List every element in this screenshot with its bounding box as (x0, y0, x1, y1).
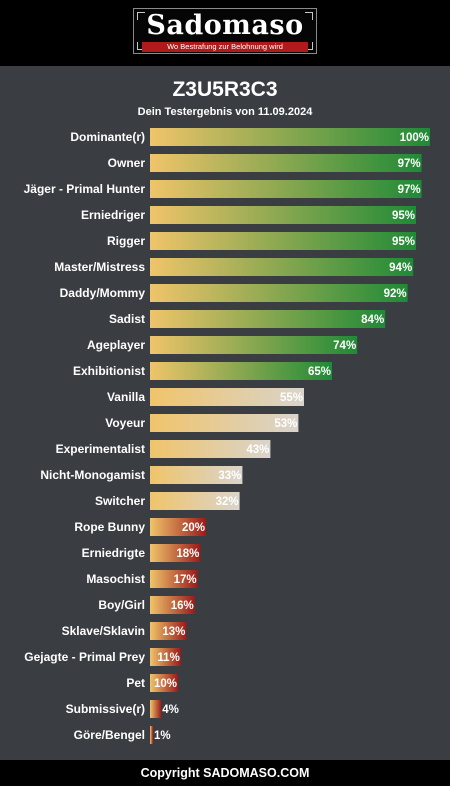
value-label: 84% (361, 314, 384, 326)
logo-corner-ornament (305, 42, 313, 50)
bar (150, 388, 304, 406)
results-bar-chart: Dominante(r) 100% Owner 97% Jäger - Primal H… (24, 128, 430, 744)
bar (150, 258, 414, 276)
bar (150, 362, 332, 380)
value-label: 53% (274, 418, 297, 430)
category-label: Exhibitionist (73, 364, 145, 378)
bar (150, 128, 430, 146)
bar (150, 206, 416, 224)
category-label: Erniedrigte (82, 546, 146, 560)
value-label: 95% (392, 210, 415, 222)
page-subtitle: Dein Testergebnis von 11.09.2024 (137, 106, 313, 118)
category-label: Ageplayer (87, 338, 145, 352)
category-label: Pet (126, 676, 145, 690)
category-label: Sadist (109, 312, 145, 326)
value-label: 95% (392, 236, 415, 248)
bar (150, 466, 243, 484)
category-label: Voyeur (105, 416, 145, 430)
footer-copyright: Copyright SADOMASO.COM (0, 760, 450, 786)
value-label: 18% (176, 548, 199, 560)
category-label: Rigger (107, 234, 145, 248)
category-label: Experimentalist (56, 442, 145, 456)
category-label: Jäger - Primal Hunter (24, 182, 146, 196)
value-label: 92% (384, 288, 407, 300)
category-label: Rope Bunny (74, 520, 145, 534)
bar (150, 622, 187, 640)
value-label: 43% (246, 444, 269, 456)
bar (150, 544, 201, 562)
value-label: 33% (218, 470, 241, 482)
value-label: 10% (154, 678, 177, 690)
logo-text: Sadomaso (146, 10, 304, 41)
value-label: 100% (400, 132, 429, 144)
logo-corner-ornament (137, 42, 145, 50)
value-label: 13% (162, 626, 185, 638)
bar (150, 440, 271, 458)
bar (150, 492, 240, 510)
logo-tagline: Wo Bestrafung zur Belohnung wird (142, 42, 308, 52)
bar (150, 570, 198, 588)
bar (150, 414, 299, 432)
value-label: 11% (157, 652, 179, 664)
bar (150, 648, 181, 666)
value-label: 74% (333, 340, 356, 352)
value-label: 20% (182, 522, 205, 534)
value-label: 32% (216, 496, 239, 508)
value-label: 97% (398, 158, 421, 170)
site-header: Sadomaso Wo Bestrafung zur Belohnung wir… (0, 0, 450, 66)
value-label: 4% (162, 704, 179, 716)
bar (150, 310, 386, 328)
bar (150, 674, 178, 692)
bar (150, 232, 416, 250)
category-label: Erniedriger (81, 208, 145, 222)
category-label: Master/Mistress (54, 260, 145, 274)
category-label: Gejagte - Primal Prey (24, 650, 145, 664)
logo-corner-ornament (305, 12, 313, 20)
value-label: 65% (308, 366, 331, 378)
bar (150, 726, 153, 744)
logo-corner-ornament (137, 12, 145, 20)
category-label: Sklave/Sklavin (62, 624, 145, 638)
bar (150, 284, 408, 302)
category-label: Owner (108, 156, 146, 170)
value-label: 94% (389, 262, 412, 274)
bar (150, 336, 358, 354)
value-label: 55% (280, 392, 303, 404)
category-label: Göre/Bengel (74, 728, 145, 742)
bar (150, 596, 195, 614)
bar (150, 154, 422, 172)
value-label: 1% (154, 730, 171, 742)
value-label: 16% (171, 600, 194, 612)
category-label: Masochist (86, 572, 145, 586)
value-label: 17% (174, 574, 197, 586)
category-label: Boy/Girl (98, 598, 145, 612)
value-label: 97% (398, 184, 421, 196)
category-label: Daddy/Mommy (60, 286, 146, 300)
bar (150, 700, 162, 718)
category-label: Submissive(r) (66, 702, 145, 716)
category-label: Switcher (95, 494, 145, 508)
bar (150, 518, 206, 536)
bar (150, 180, 422, 198)
page-title: Z3U5R3C3 (172, 78, 278, 101)
site-logo[interactable]: Sadomaso Wo Bestrafung zur Belohnung wir… (133, 8, 317, 54)
category-label: Vanilla (107, 390, 145, 404)
category-label: Dominante(r) (70, 130, 145, 144)
category-label: Nicht-Monogamist (40, 468, 145, 482)
